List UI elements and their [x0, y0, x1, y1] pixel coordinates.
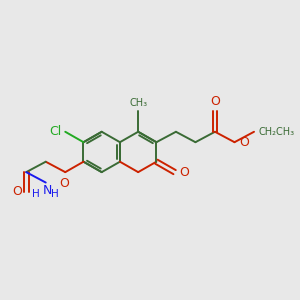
Text: CH₂CH₃: CH₂CH₃: [258, 127, 295, 137]
Text: O: O: [59, 177, 69, 190]
Text: N: N: [42, 184, 52, 197]
Text: O: O: [239, 136, 249, 149]
Text: Cl: Cl: [49, 125, 62, 138]
Text: CH₃: CH₃: [129, 98, 147, 108]
Text: O: O: [12, 185, 22, 198]
Text: H: H: [52, 189, 59, 199]
Text: O: O: [179, 166, 189, 178]
Text: H: H: [32, 189, 40, 199]
Text: O: O: [210, 95, 220, 108]
